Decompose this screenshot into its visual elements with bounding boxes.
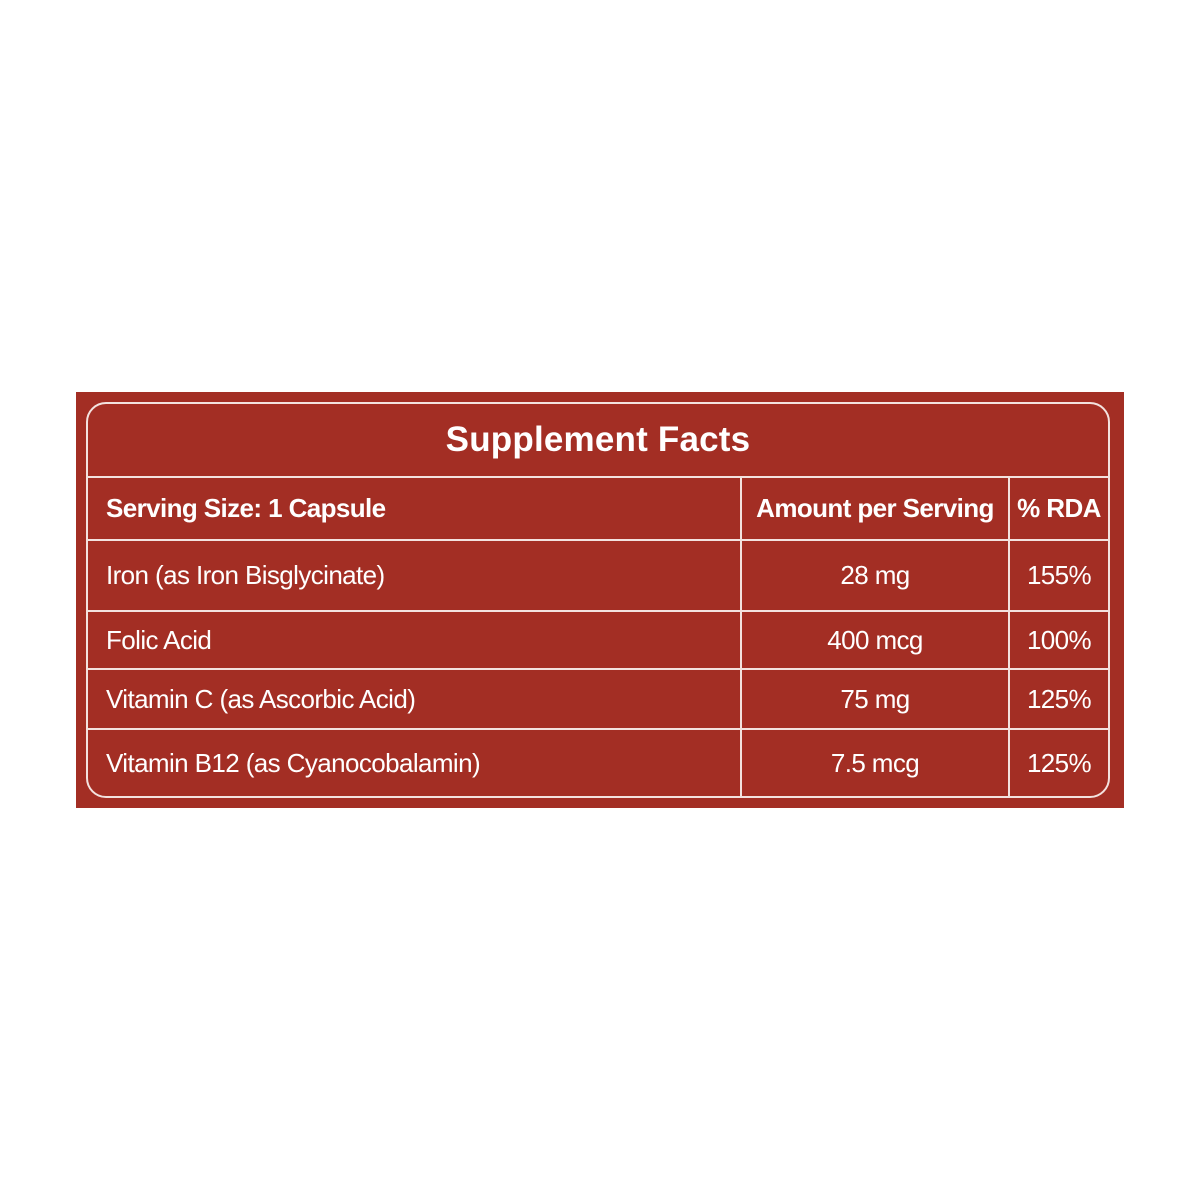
supplement-facts-title: Supplement Facts [88,404,1108,478]
rda-header: % RDA [1009,478,1108,541]
nutrient-name: Folic Acid [88,611,742,670]
nutrient-rda: 125% [1026,748,1092,778]
nutrient-amount: 7.5 mcg [741,729,1010,796]
nutrient-amount: 28 mg [741,540,1010,612]
supplement-facts-panel: Supplement Facts Serving Size: 1 Capsule… [76,392,1124,808]
table-header-row: Serving Size: 1 Capsule Amount per Servi… [88,478,1108,541]
nutrient-rda: 155% [1009,540,1108,612]
serving-size-header: Serving Size: 1 Capsule [88,478,742,541]
table-row: Vitamin B12 (as Cyanocobalamin) 7.5 mcg … [88,729,1108,796]
supplement-facts-frame: Supplement Facts Serving Size: 1 Capsule… [86,402,1110,798]
nutrient-name: Vitamin C (as Ascorbic Acid) [88,669,742,730]
nutrient-amount: 400 mcg [741,611,1010,670]
table-row: Folic Acid 400 mcg 100% [88,611,1108,670]
supplement-facts-table: Serving Size: 1 Capsule Amount per Servi… [88,478,1108,796]
nutrient-rda: 125% [1009,669,1108,730]
amount-per-serving-header: Amount per Serving [741,478,1010,541]
nutrient-name: Vitamin B12 (as Cyanocobalamin) [88,729,742,796]
nutrient-rda: 100% [1009,611,1108,670]
nutrient-name: Iron (as Iron Bisglycinate) [88,540,742,612]
nutrient-amount: 75 mg [741,669,1010,730]
table-row: Iron (as Iron Bisglycinate) 28 mg 155% [88,540,1108,612]
table-row: Vitamin C (as Ascorbic Acid) 75 mg 125% [88,669,1108,730]
